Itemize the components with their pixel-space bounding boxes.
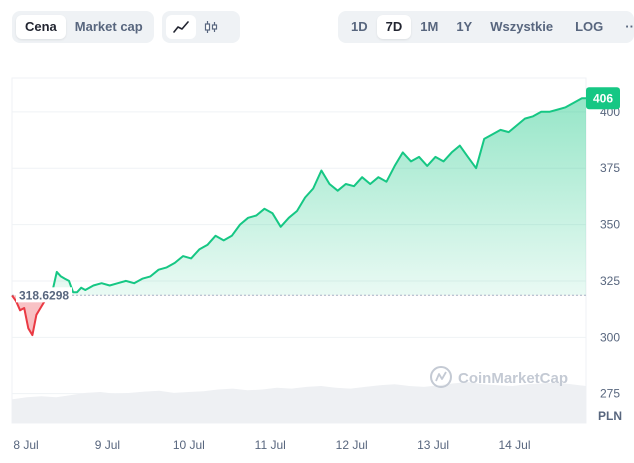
x-tick-label: 12 Jul (336, 438, 368, 452)
current-price-tag: 406 (586, 87, 620, 110)
y-tick-label: 275 (600, 387, 620, 401)
reference-label-background (16, 287, 72, 303)
candlestick-icon[interactable] (196, 15, 226, 39)
log-scale-button[interactable]: LOG (575, 19, 604, 34)
range-all-button[interactable]: Wszystkie (490, 19, 554, 34)
x-tick-label: 10 Jul (173, 438, 205, 452)
volume-area (12, 382, 586, 423)
chart-type-toggle (162, 11, 240, 43)
x-tick-label: 13 Jul (417, 438, 449, 452)
y-tick-label: 375 (600, 161, 620, 175)
watermark-text: CoinMarketCap (458, 370, 568, 387)
y-tick-label: 325 (600, 274, 620, 288)
y-tick-label: 350 (600, 218, 620, 232)
range-1y-button[interactable]: 1Y (456, 19, 473, 34)
current-price-value: 406 (593, 91, 613, 105)
price-line-up (12, 97, 586, 296)
range-1m-button[interactable]: 1M (420, 19, 439, 34)
x-tick-label: 9 Jul (95, 438, 120, 452)
x-tick-label: 14 Jul (498, 438, 530, 452)
line-chart-icon[interactable] (166, 15, 196, 39)
more-options-button[interactable]: ··· (625, 19, 634, 34)
x-tick-label: 8 Jul (13, 438, 38, 452)
time-range-toggle: 1D 7D 1M 1Y Wszystkie LOG ··· (338, 11, 634, 43)
tab-market-cap[interactable]: Market cap (74, 19, 143, 34)
x-axis: 8 Jul 9 Jul 10 Jul 11 Jul 12 Jul 13 Jul 14 Jul (13, 438, 530, 452)
reference-price-label: 318.6298 (19, 288, 69, 302)
price-marketcap-toggle: Cena Market cap (12, 11, 154, 43)
range-7d-button[interactable]: 7D (376, 15, 412, 39)
currency-label: PLN (598, 409, 622, 423)
watermark-logo: CoinMarketCap (430, 366, 568, 388)
x-tick-label: 11 Jul (255, 438, 286, 452)
price-area-up (12, 98, 586, 296)
range-1d-button[interactable]: 1D (351, 19, 368, 34)
y-tick-label: 300 (600, 330, 620, 344)
price-area-down (12, 295, 49, 336)
tab-price[interactable]: Cena (16, 15, 66, 39)
